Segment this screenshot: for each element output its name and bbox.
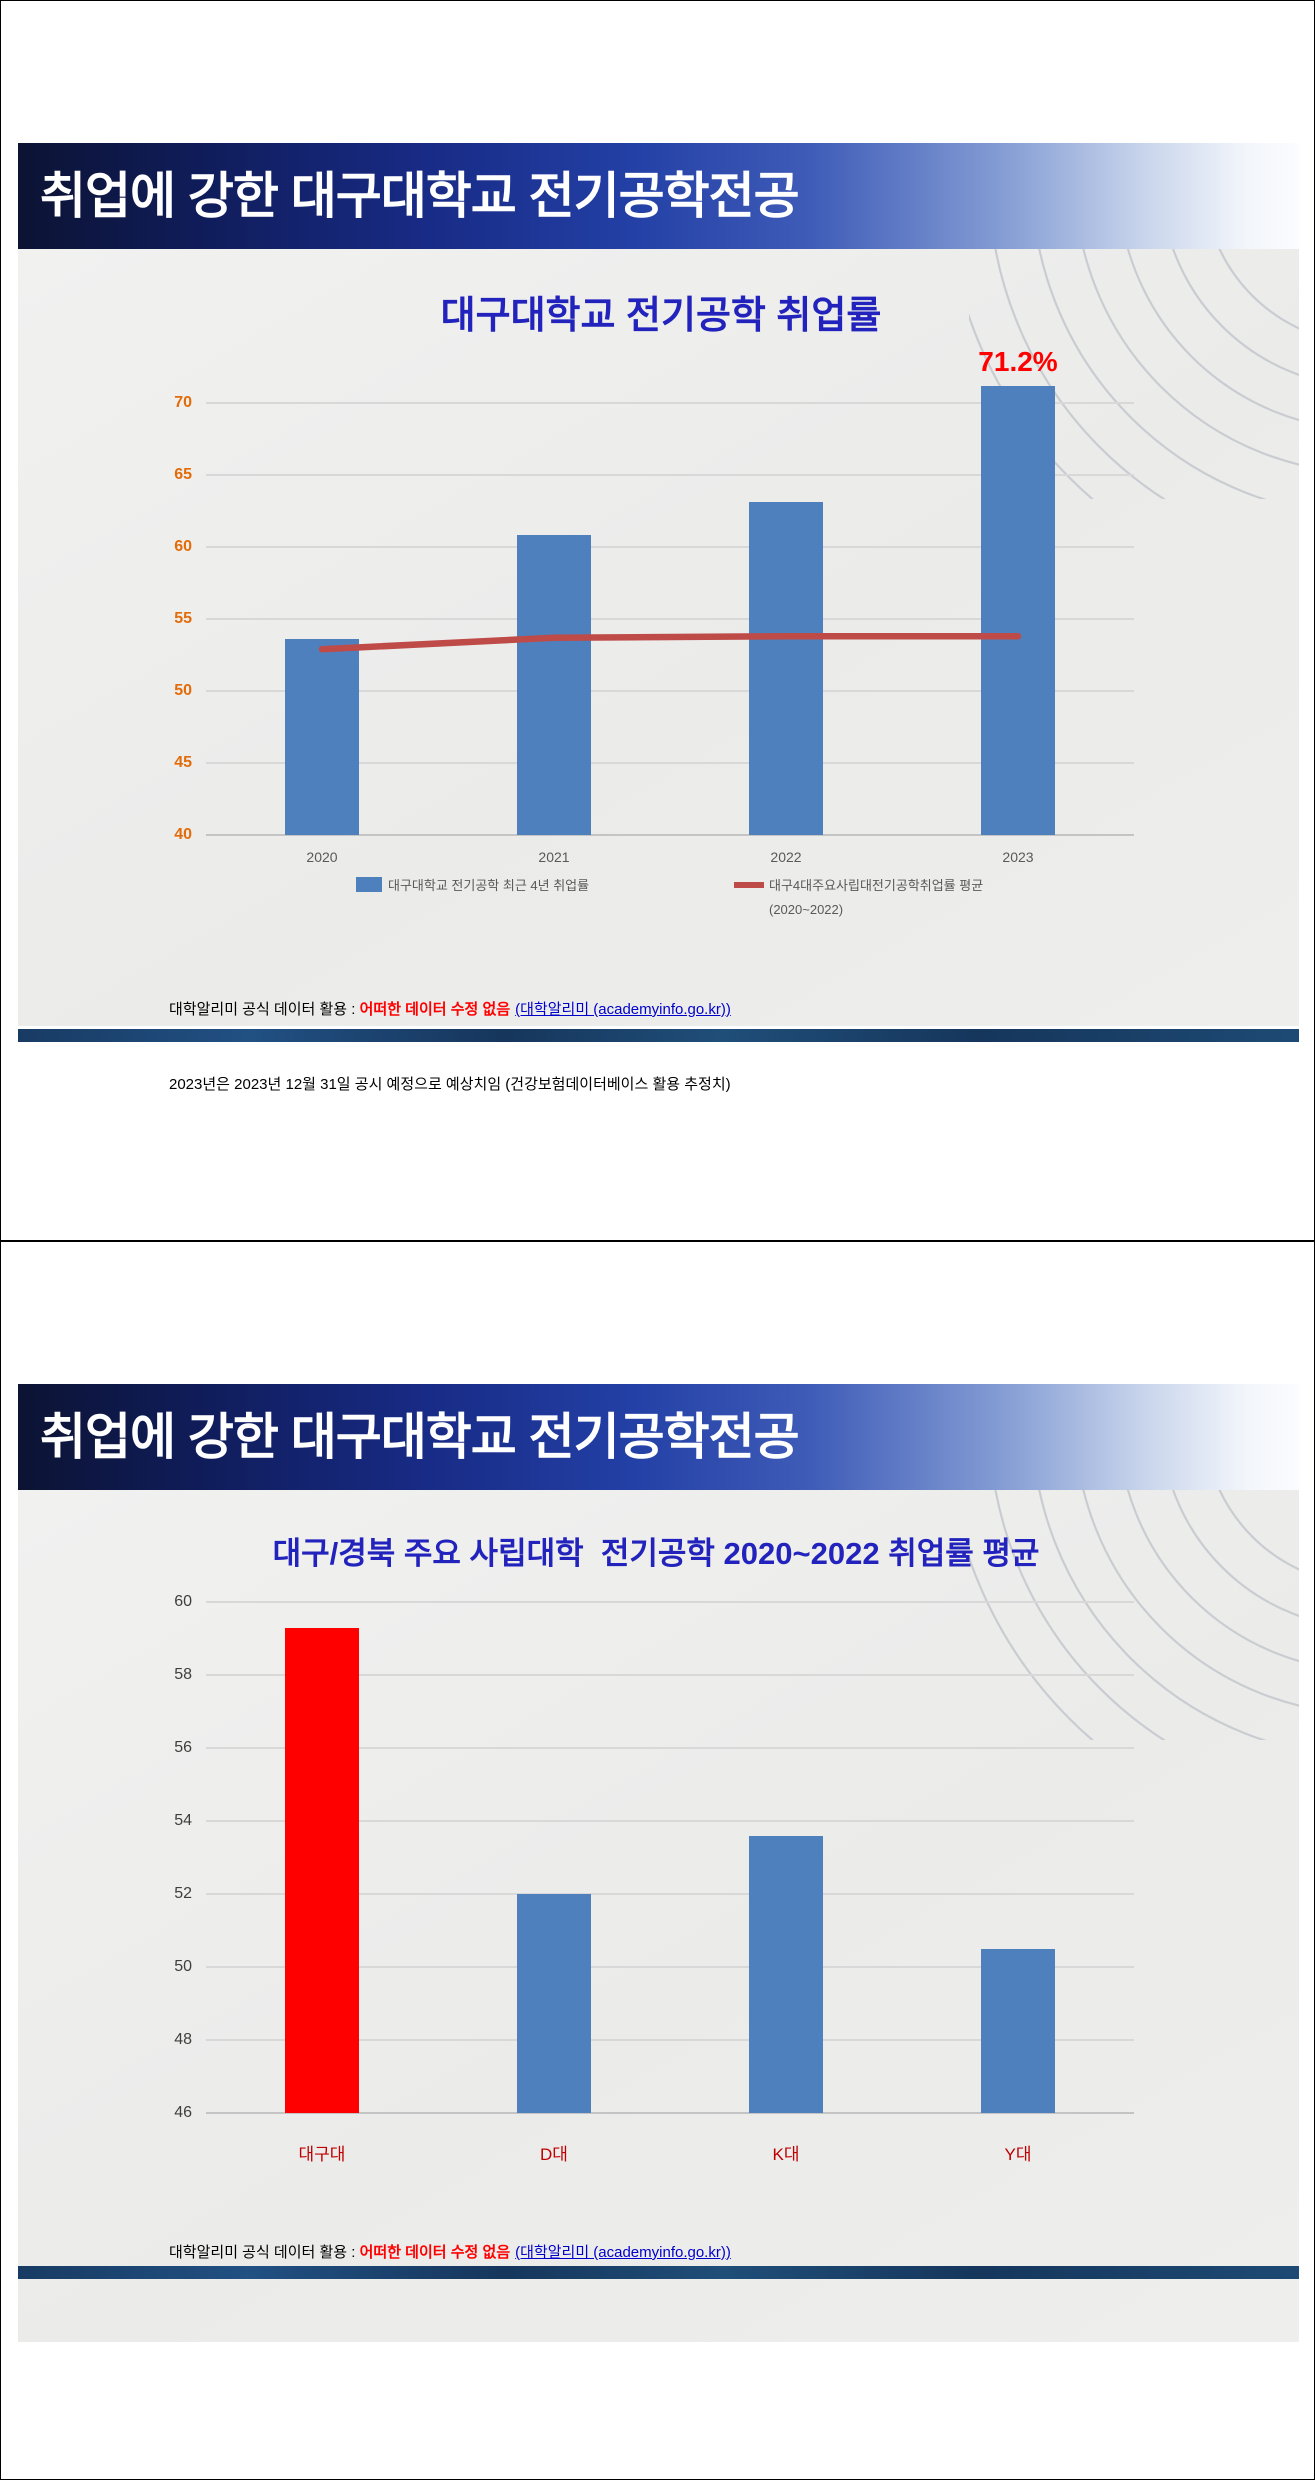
slide1-footer: 대학알리미 공식 데이터 활용 : 어떠한 데이터 수정 없음 (대학알리미 (a… [169, 947, 731, 1147]
slide1-legend: 대구대학교 전기공학 최근 4년 취업률 대구4대주요사립대전기공학취업률 평균… [1, 875, 1314, 931]
slide2-header-title: 취업에 강한 대구대학교 전기공학전공 [40, 1409, 800, 1465]
legend-item-line: 대구4대주요사립대전기공학취업률 평균 [734, 875, 983, 894]
slide1-bottom-divider-bar [18, 1029, 1299, 1042]
footer-highlight: 어떠한 데이터 수정 없음 [359, 1001, 511, 1018]
slide-2: 취업에 강한 대구대학교 전기공학전공 대구/경북 주요 사립대학 전기공학 2… [1, 1242, 1314, 2479]
legend-bar-label: 대구대학교 전기공학 최근 4년 취업률 [388, 878, 590, 893]
slide1-footer-line2: 2023년은 2023년 12월 31일 공시 예정으로 예상치임 (건강보험데… [169, 1076, 731, 1093]
legend-line-swatch-icon [734, 881, 764, 888]
slide2-footer-line1: 대학알리미 공식 데이터 활용 : 어떠한 데이터 수정 없음 (대학알리미 (a… [169, 2240, 731, 2265]
footer-prefix: 대학알리미 공식 데이터 활용 : [169, 2244, 360, 2261]
slide1-chart-title: 대구대학교 전기공학 취업률 [440, 295, 882, 337]
legend-line-sublabel: (2020~2022) [769, 902, 844, 917]
slide1-header-banner: 취업에 강한 대구대학교 전기공학전공 [18, 143, 1299, 249]
academyinfo-link[interactable]: (대학알리미 (academyinfo.go.kr)) [515, 2244, 731, 2261]
slide2-header-banner: 취업에 강한 대구대학교 전기공학전공 [18, 1384, 1299, 1490]
legend-line-label: 대구4대주요사립대전기공학취업률 평균 [769, 878, 984, 893]
legend-bar-swatch-icon [356, 877, 382, 892]
page-divider [1, 1240, 1314, 1242]
slide2-bottom-divider-bar [18, 2266, 1299, 2279]
slide2-chart-title: 대구/경북 주요 사립대학 전기공학 2020~2022 취업률 평균 [272, 1536, 1040, 1571]
slide-1: 취업에 강한 대구대학교 전기공학전공 대구대학교 전기공학 취업률 40 45 5… [1, 1, 1314, 1241]
footer-prefix: 대학알리미 공식 데이터 활용 : [169, 1001, 360, 1018]
slide2-footer: 대학알리미 공식 데이터 활용 : 어떠한 데이터 수정 없음 (대학알리미 (a… [169, 2190, 731, 2315]
legend-item-bars: 대구대학교 전기공학 최근 4년 취업률 [356, 875, 589, 894]
slide2-content-panel [18, 1490, 1299, 2342]
academyinfo-link[interactable]: (대학알리미 (academyinfo.go.kr)) [515, 1001, 731, 1018]
slide1-header-title: 취업에 강한 대구대학교 전기공학전공 [40, 168, 800, 224]
footer-highlight: 어떠한 데이터 수정 없음 [359, 2244, 511, 2261]
slide1-footer-line1: 대학알리미 공식 데이터 활용 : 어떠한 데이터 수정 없음 (대학알리미 (a… [169, 997, 731, 1022]
